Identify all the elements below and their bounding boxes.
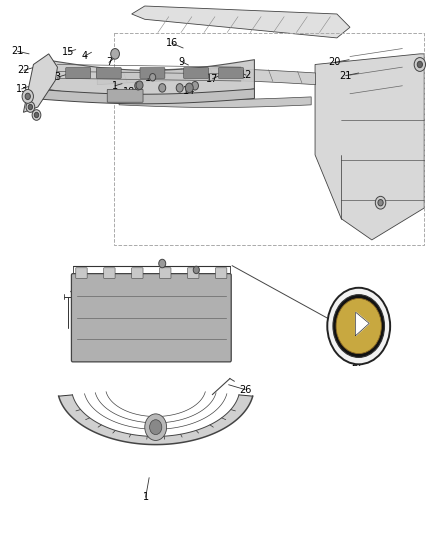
Circle shape bbox=[378, 199, 383, 206]
Circle shape bbox=[333, 295, 385, 358]
FancyBboxPatch shape bbox=[66, 68, 91, 78]
FancyBboxPatch shape bbox=[132, 268, 143, 278]
Polygon shape bbox=[315, 54, 424, 240]
Circle shape bbox=[159, 259, 166, 268]
Circle shape bbox=[111, 49, 120, 59]
Circle shape bbox=[150, 419, 162, 434]
Text: 1: 1 bbox=[143, 492, 149, 502]
Polygon shape bbox=[132, 6, 350, 38]
Circle shape bbox=[417, 61, 423, 68]
Text: 22: 22 bbox=[18, 66, 30, 75]
FancyBboxPatch shape bbox=[215, 268, 227, 278]
Text: 16: 16 bbox=[166, 38, 178, 48]
Text: 14: 14 bbox=[183, 86, 195, 96]
Circle shape bbox=[414, 58, 426, 71]
FancyBboxPatch shape bbox=[96, 68, 121, 78]
Circle shape bbox=[336, 298, 381, 353]
FancyBboxPatch shape bbox=[107, 90, 143, 102]
Circle shape bbox=[327, 288, 390, 365]
Circle shape bbox=[135, 82, 142, 90]
Circle shape bbox=[22, 90, 33, 103]
Circle shape bbox=[26, 102, 35, 112]
Text: 12: 12 bbox=[240, 70, 252, 80]
Circle shape bbox=[136, 81, 143, 90]
Circle shape bbox=[25, 93, 30, 100]
Circle shape bbox=[159, 84, 166, 92]
FancyBboxPatch shape bbox=[76, 268, 87, 278]
Circle shape bbox=[28, 104, 32, 110]
Text: 1: 1 bbox=[112, 81, 118, 91]
Text: 18: 18 bbox=[123, 86, 135, 96]
Text: 15: 15 bbox=[145, 73, 157, 83]
FancyBboxPatch shape bbox=[184, 68, 208, 78]
Text: 15: 15 bbox=[62, 47, 74, 56]
Text: 20: 20 bbox=[328, 58, 341, 67]
Text: 13: 13 bbox=[15, 84, 28, 94]
FancyBboxPatch shape bbox=[219, 68, 244, 78]
Text: 26: 26 bbox=[239, 385, 251, 394]
Circle shape bbox=[32, 110, 41, 120]
Circle shape bbox=[191, 82, 198, 90]
Circle shape bbox=[176, 84, 183, 92]
Circle shape bbox=[185, 83, 193, 93]
FancyBboxPatch shape bbox=[104, 268, 115, 278]
Text: 9: 9 bbox=[179, 57, 185, 67]
Circle shape bbox=[375, 196, 386, 209]
FancyBboxPatch shape bbox=[140, 68, 165, 78]
Polygon shape bbox=[23, 54, 57, 112]
Text: 4: 4 bbox=[82, 51, 88, 61]
Text: 3: 3 bbox=[54, 72, 60, 82]
Circle shape bbox=[34, 112, 39, 118]
Text: 23: 23 bbox=[149, 279, 162, 289]
FancyBboxPatch shape bbox=[159, 268, 171, 278]
FancyBboxPatch shape bbox=[187, 268, 199, 278]
Text: 21: 21 bbox=[11, 46, 24, 56]
Circle shape bbox=[150, 74, 155, 81]
Circle shape bbox=[193, 266, 199, 273]
Circle shape bbox=[145, 414, 166, 440]
Text: 17: 17 bbox=[206, 74, 219, 84]
Polygon shape bbox=[59, 395, 253, 445]
Text: 21: 21 bbox=[339, 71, 352, 80]
Polygon shape bbox=[356, 312, 369, 336]
FancyBboxPatch shape bbox=[71, 273, 231, 362]
Text: 7: 7 bbox=[106, 58, 112, 67]
Text: 18: 18 bbox=[72, 277, 85, 287]
Text: 27: 27 bbox=[352, 358, 364, 368]
Text: 25: 25 bbox=[217, 282, 230, 292]
